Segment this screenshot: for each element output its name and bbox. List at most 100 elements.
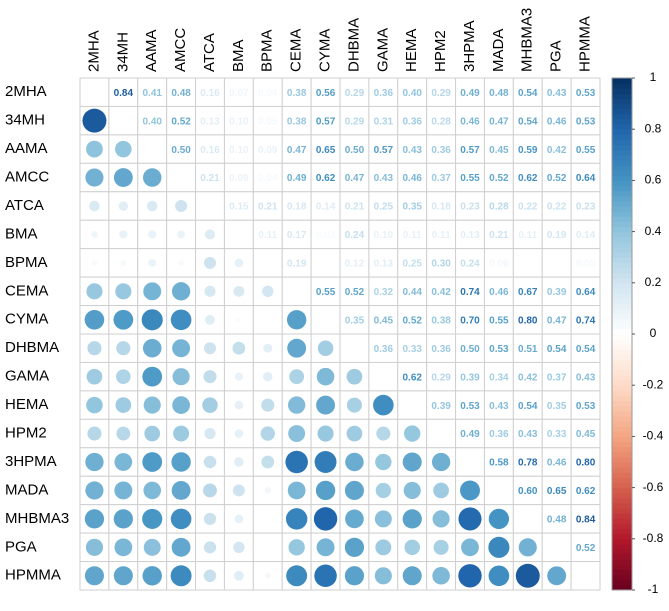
colorbar-segment — [612, 98, 632, 105]
correlation-circle — [87, 341, 102, 356]
colorbar-segment — [612, 518, 632, 524]
value-label: 0.64 — [576, 287, 596, 298]
correlation-circle — [172, 339, 191, 358]
value-label: 0.54 — [547, 344, 567, 355]
correlation-circle — [115, 140, 132, 158]
colorbar-segment — [612, 508, 632, 514]
correlation-circle — [234, 514, 244, 524]
colorbar-segment — [612, 446, 632, 453]
correlation-circle — [346, 397, 362, 413]
colorbar-segment — [612, 308, 632, 315]
value-label: 0.18 — [431, 202, 451, 213]
correlation-circle — [142, 452, 163, 472]
colorbar-segment — [612, 339, 632, 345]
value-label: 0.52 — [345, 287, 365, 298]
colorbar-segment — [612, 83, 632, 89]
cell — [455, 219, 485, 250]
cell — [368, 105, 399, 136]
value-label: 0.10 — [374, 230, 394, 241]
cell — [455, 418, 485, 449]
colorbar-segment — [612, 492, 632, 499]
correlation-circle — [113, 566, 133, 586]
cell — [512, 447, 543, 477]
cell — [483, 475, 514, 506]
cell — [310, 77, 341, 107]
correlation-circle — [204, 342, 216, 355]
value-label: 0.21 — [489, 230, 509, 241]
correlation-circle — [85, 452, 104, 472]
value-label: 0.53 — [489, 344, 509, 355]
cell — [570, 134, 601, 164]
correlation-circle — [86, 368, 103, 385]
value-label: 0.52 — [547, 173, 567, 184]
correlation-circle — [260, 426, 275, 441]
colorbar-tick-label: -0.8 — [643, 531, 664, 545]
correlation-circle — [458, 564, 482, 588]
value-label: 0.42 — [518, 372, 538, 383]
value-label: 0.36 — [374, 344, 394, 355]
correlation-circle — [234, 400, 244, 410]
correlation-circle — [84, 566, 104, 586]
value-label: 0.29 — [345, 88, 365, 99]
colorbar-segment — [612, 124, 632, 130]
value-label: 0.54 — [518, 401, 538, 412]
column-label: PGA — [548, 40, 565, 72]
colorbar-segment — [612, 451, 632, 458]
correlation-circle — [90, 230, 98, 238]
colorbar-segment — [612, 344, 632, 350]
correlation-circle — [178, 260, 184, 266]
cell — [281, 276, 312, 307]
cell — [310, 361, 341, 392]
correlation-circle — [287, 338, 307, 358]
correlation-circle — [143, 396, 161, 414]
column-label: AMCC — [172, 28, 189, 72]
colorbar-segment — [612, 410, 632, 417]
cell — [368, 276, 399, 307]
colorbar-segment — [612, 390, 632, 396]
colorbar-segment — [612, 144, 632, 151]
value-label: 0.36 — [431, 145, 451, 156]
colorbar-segment — [612, 533, 632, 540]
colorbar-segment — [612, 293, 632, 299]
cell — [397, 219, 428, 250]
cell — [483, 134, 514, 164]
value-label: 0.53 — [576, 88, 596, 99]
correlation-circle — [488, 565, 510, 587]
cell — [512, 134, 543, 164]
cell — [252, 77, 283, 107]
cell — [483, 305, 514, 335]
correlation-circle — [234, 372, 244, 381]
colorbar-segment — [612, 482, 632, 489]
value-label: 0.36 — [374, 88, 394, 99]
colorbar-segment — [612, 523, 632, 530]
correlation-circle — [89, 200, 100, 212]
value-label: 0.36 — [431, 344, 451, 355]
correlation-circle — [171, 481, 191, 500]
value-label: 0.52 — [402, 315, 422, 326]
value-label: 0.46 — [547, 116, 567, 127]
value-label: 0.01 — [547, 259, 567, 270]
value-label: 0.32 — [374, 287, 394, 298]
correlation-circle — [261, 455, 275, 469]
colorbar-tick-label: 1 — [650, 70, 657, 84]
value-label: 0.09 — [229, 173, 249, 184]
correlation-circle — [204, 428, 216, 440]
colorbar-segment — [612, 385, 632, 391]
colorbar-segment — [612, 303, 632, 309]
column-label: GAMA — [374, 28, 391, 72]
value-label: 0.35 — [345, 315, 365, 326]
colorbar-segment — [612, 349, 632, 355]
value-label: 0.78 — [518, 458, 538, 469]
value-label: 0.52 — [489, 173, 509, 184]
cell — [455, 248, 485, 278]
value-label: 0.62 — [518, 173, 538, 184]
colorbar-segment — [612, 462, 632, 468]
colorbar-segment — [612, 431, 632, 437]
correlation-circle — [142, 566, 162, 586]
value-label: 0.19 — [547, 230, 567, 241]
value-label: 0.43 — [402, 145, 422, 156]
value-label: 0.11 — [403, 230, 422, 241]
cell — [281, 191, 312, 221]
correlation-circle — [432, 567, 450, 585]
colorbar-segment — [612, 415, 632, 422]
